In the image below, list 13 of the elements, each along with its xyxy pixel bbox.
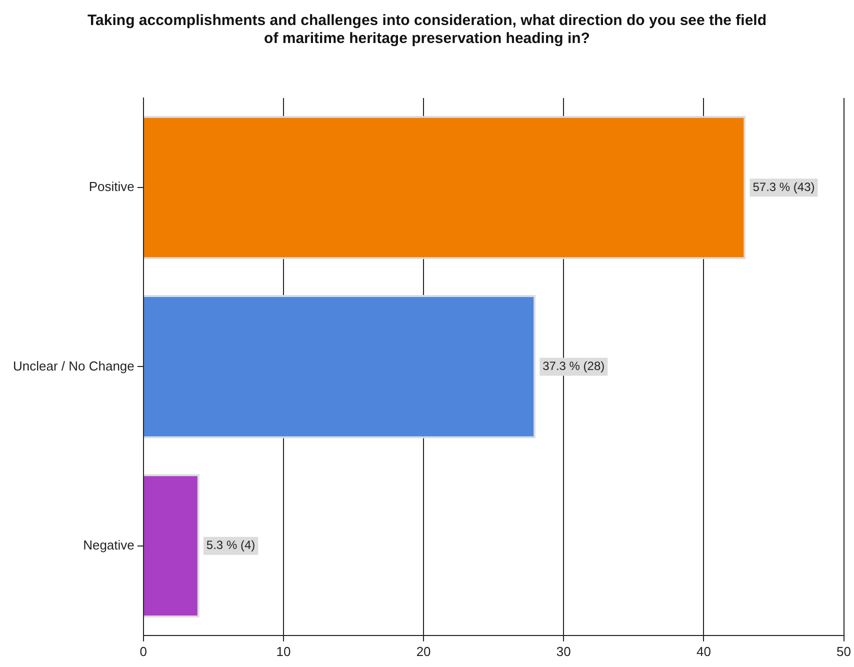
y-tick-label: Unclear / No Change [12, 358, 134, 374]
data-label: 57.3 % (43) [752, 180, 815, 194]
x-tick-label: 0 [140, 644, 148, 659]
y-tick-label: Negative [83, 537, 134, 552]
x-tick-label: 10 [276, 644, 291, 659]
x-tick-label: 30 [556, 644, 571, 659]
x-tick-label: 20 [416, 644, 431, 659]
chart-title: Taking accomplishments and challenges into consideration, what direction do you see the field of maritime heritage preservation heading in? [87, 12, 767, 48]
x-tick-label: 50 [836, 644, 852, 659]
data-label: 37.3 % (28) [542, 359, 605, 374]
x-tick-label: 40 [696, 644, 711, 659]
data-label: 5.3 % (4) [206, 538, 256, 552]
y-tick-label: Positive [88, 179, 134, 194]
